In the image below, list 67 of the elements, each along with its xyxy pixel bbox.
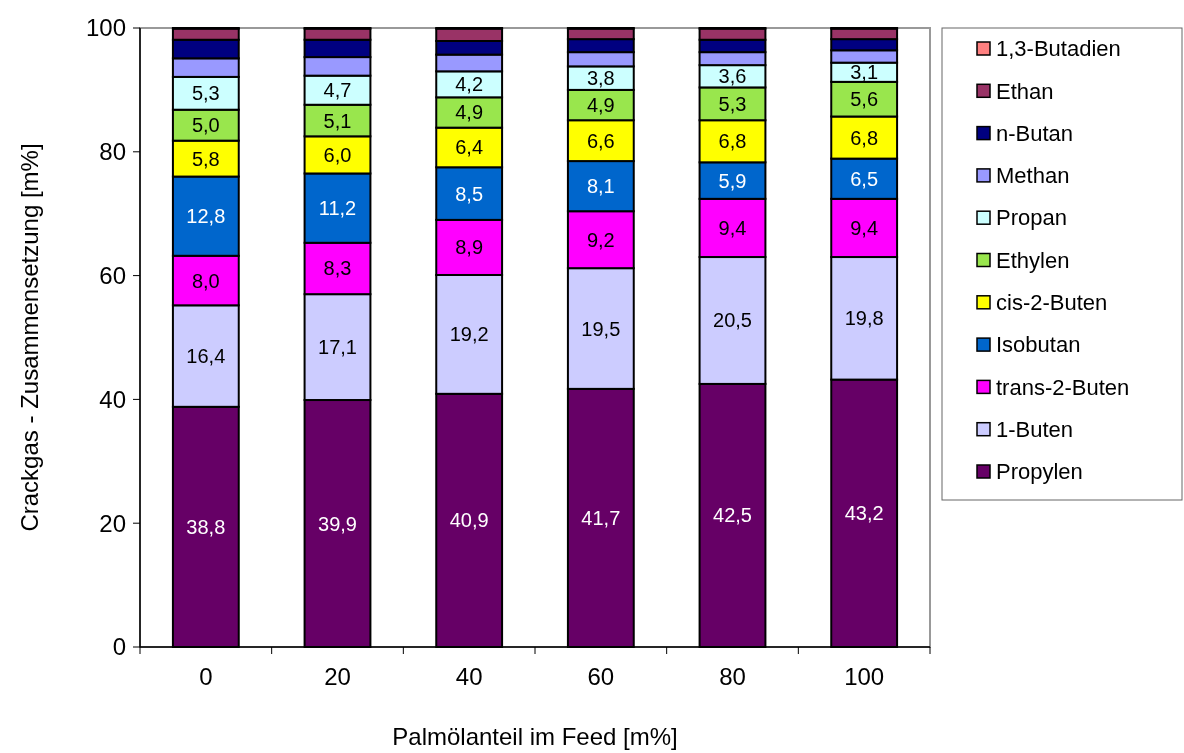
legend-label: Isobutan bbox=[996, 332, 1081, 358]
data-label: 5,9 bbox=[718, 169, 747, 192]
legend-label: cis-2-Buten bbox=[996, 290, 1108, 315]
data-label: 6,5 bbox=[850, 167, 879, 190]
data-label: 6,0 bbox=[323, 143, 352, 166]
legend-label: Ethan bbox=[996, 78, 1054, 104]
data-label: 9,2 bbox=[586, 228, 615, 251]
y-tick-label: 100 bbox=[85, 14, 126, 42]
x-tick-label: 100 bbox=[844, 663, 885, 690]
data-label: 4,9 bbox=[455, 101, 484, 124]
data-label: 16,4 bbox=[186, 345, 226, 368]
data-label: 43,2 bbox=[844, 502, 884, 525]
data-label: 5,0 bbox=[191, 114, 220, 137]
data-label: 5,8 bbox=[191, 147, 220, 170]
data-label: 6,8 bbox=[850, 126, 879, 149]
x-tick-label: 0 bbox=[199, 663, 213, 690]
data-label: 6,6 bbox=[586, 129, 615, 152]
legend-label: trans-2-Buten bbox=[996, 374, 1130, 400]
data-label: 39,9 bbox=[318, 512, 357, 535]
legend-label: Ethylen bbox=[996, 247, 1070, 273]
data-label: 5,3 bbox=[718, 92, 747, 115]
data-label: 3,6 bbox=[718, 65, 747, 88]
data-label: 42,5 bbox=[713, 504, 752, 527]
legend-label: Propylen bbox=[996, 459, 1083, 485]
y-tick-label: 40 bbox=[99, 385, 126, 413]
x-tick-label: 60 bbox=[587, 663, 615, 690]
legend-label: n-Butan bbox=[996, 120, 1074, 146]
data-label: 9,4 bbox=[718, 216, 747, 239]
legend-label: 1-Buten bbox=[996, 416, 1074, 442]
data-label: 4,2 bbox=[455, 73, 484, 96]
x-axis-title: Palmölanteil im Feed [m%] bbox=[392, 723, 678, 750]
data-label: 19,2 bbox=[449, 323, 489, 346]
y-axis-title: Crackgas - Zusammensetzung [m%] bbox=[16, 143, 43, 532]
data-label: 3,8 bbox=[586, 67, 615, 90]
y-tick-label: 20 bbox=[99, 509, 126, 537]
data-label: 20,5 bbox=[713, 309, 752, 332]
data-label: 8,3 bbox=[323, 257, 352, 280]
data-label: 6,4 bbox=[455, 136, 484, 159]
data-label: 8,9 bbox=[455, 236, 484, 259]
data-label: 12,8 bbox=[186, 205, 226, 228]
x-tick-label: 80 bbox=[719, 663, 746, 690]
legend-label: Methan bbox=[996, 163, 1070, 189]
data-label: 5,1 bbox=[323, 109, 352, 132]
y-tick-label: 60 bbox=[99, 262, 126, 289]
data-label: 19,8 bbox=[844, 307, 884, 330]
data-label: 38,8 bbox=[186, 515, 226, 538]
data-label: 5,6 bbox=[850, 88, 879, 111]
data-label: 8,0 bbox=[191, 269, 220, 292]
data-label: 6,8 bbox=[718, 130, 747, 153]
x-tick-label: 40 bbox=[455, 663, 483, 690]
data-label: 41,7 bbox=[581, 506, 621, 529]
data-label: 17,1 bbox=[318, 336, 357, 359]
x-tick-label: 20 bbox=[324, 663, 351, 690]
legend-label: Propan bbox=[996, 205, 1067, 231]
data-label: 4,7 bbox=[323, 79, 352, 102]
data-label: 19,5 bbox=[581, 317, 621, 340]
data-label: 4,9 bbox=[586, 94, 615, 117]
data-label: 8,5 bbox=[455, 182, 484, 205]
data-label: 40,9 bbox=[449, 509, 489, 532]
data-label: 9,4 bbox=[850, 216, 879, 239]
data-label: 3,1 bbox=[850, 61, 879, 84]
legend-label: 1,3-Butadien bbox=[996, 36, 1121, 62]
y-tick-label: 80 bbox=[99, 138, 126, 166]
data-label: 11,2 bbox=[318, 197, 357, 220]
data-label: 5,3 bbox=[191, 82, 220, 105]
data-label: 8,1 bbox=[586, 175, 615, 198]
y-tick-label: 0 bbox=[112, 633, 126, 661]
